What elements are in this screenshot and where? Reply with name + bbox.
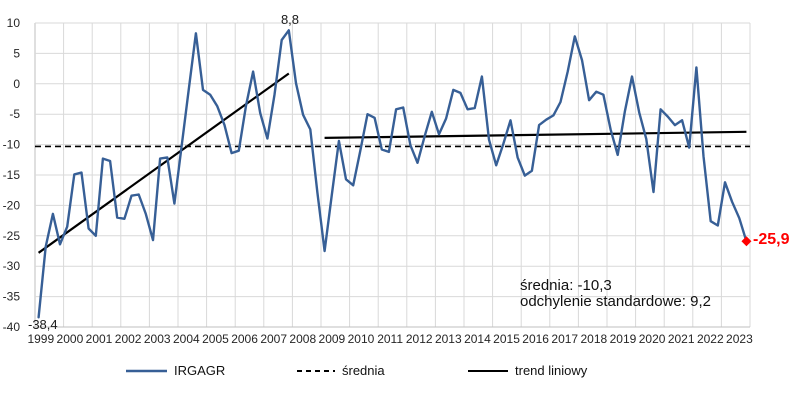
x-tick-label: 2017 <box>551 332 578 346</box>
x-tick-label: 2011 <box>377 332 403 346</box>
legend-label-mean: średnia <box>342 363 385 378</box>
x-tick-label: 2013 <box>435 332 462 346</box>
trend-line-sample-icon <box>468 368 508 374</box>
x-tick-label: 2016 <box>522 332 549 346</box>
legend-label-irgagr: IRGAGR <box>174 363 226 378</box>
x-tick-label: 2001 <box>86 332 113 346</box>
x-tick-label: 2007 <box>260 332 287 346</box>
y-tick-label: -40 <box>3 320 21 334</box>
legend-label-trend: trend liniowy <box>515 363 588 378</box>
x-tick-label: 2021 <box>668 332 695 346</box>
x-tick-label: 2006 <box>231 332 258 346</box>
y-tick-label: -20 <box>3 198 21 212</box>
peak-value-label: 8,8 <box>280 12 300 27</box>
legend-item-irgagr: IRGAGR <box>126 363 225 378</box>
x-tick-label: 1999 <box>27 332 54 346</box>
y-tick-label: -15 <box>3 168 21 182</box>
y-tick-label: -10 <box>3 138 21 152</box>
stats-stddev-line: odchylenie standardowe: 9,2 <box>520 293 711 310</box>
y-tick-label: -5 <box>9 107 20 121</box>
legend-item-mean: średnia <box>297 363 385 378</box>
stats-mean-line: średnia: -10,3 <box>520 277 612 294</box>
y-tick-label: -25 <box>3 229 21 243</box>
start-value-label: -38,4 <box>28 317 58 332</box>
trend-line-segment <box>324 130 747 140</box>
x-tick-label: 2002 <box>115 332 142 346</box>
mean-line-sample-icon <box>297 368 335 374</box>
x-tick-label: 2023 <box>726 332 753 346</box>
y-tick-label: 5 <box>13 46 20 60</box>
x-tick-label: 2012 <box>406 332 433 346</box>
x-tick-label: 2000 <box>57 332 84 346</box>
x-tick-label: 2019 <box>610 332 637 346</box>
legend-item-trend: trend liniowy <box>468 363 587 378</box>
x-tick-label: 2014 <box>464 332 491 346</box>
x-tick-label: 2010 <box>348 332 375 346</box>
x-tick-label: 2015 <box>493 332 520 346</box>
end-point-marker-icon <box>741 236 752 247</box>
x-tick-label: 2018 <box>581 332 608 346</box>
x-tick-label: 2003 <box>144 332 171 346</box>
irgagr-line <box>37 29 748 319</box>
x-tick-label: 2020 <box>639 332 666 346</box>
y-tick-label: 10 <box>7 16 21 30</box>
y-tick-label: -30 <box>3 259 21 273</box>
stats-note: średnia: -10,3 odchylenie standardowe: 9… <box>520 278 711 310</box>
x-tick-label: 2008 <box>289 332 316 346</box>
x-tick-label: 2004 <box>173 332 200 346</box>
y-tick-label: 0 <box>13 77 20 91</box>
x-tick-label: 2009 <box>319 332 346 346</box>
trend-line-segment <box>37 72 290 254</box>
irgagr-line-sample-icon <box>126 368 167 374</box>
x-tick-label: 2022 <box>697 332 724 346</box>
x-tick-label: 2005 <box>202 332 229 346</box>
y-tick-label: -35 <box>3 290 21 304</box>
end-value-label: -25,9 <box>753 231 790 248</box>
